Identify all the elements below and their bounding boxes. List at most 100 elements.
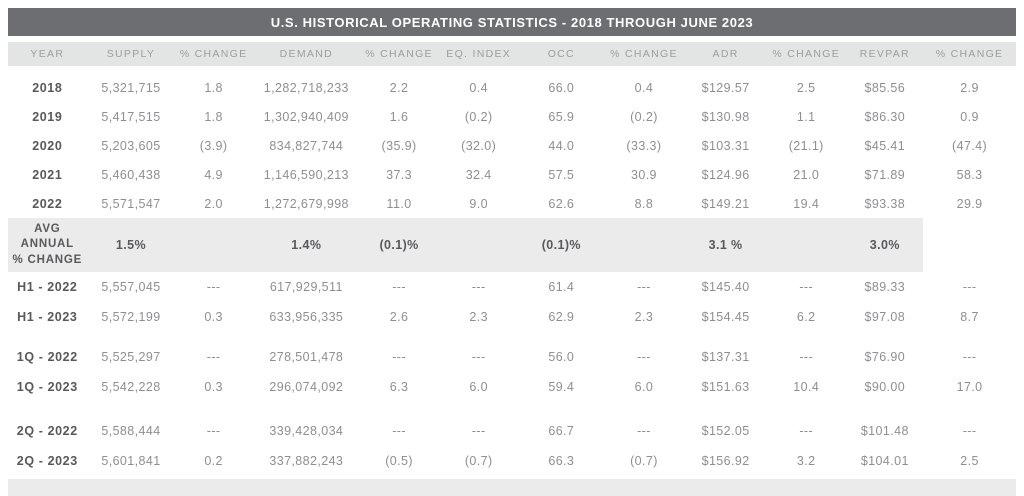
data-cell: 1,146,590,213	[263, 167, 349, 182]
data-cell: 2.2	[389, 80, 409, 95]
data-cell: 5,417,515	[101, 109, 161, 124]
data-cell: 19.4	[793, 196, 820, 211]
data-cell	[602, 218, 686, 272]
data-cell: 6.0	[634, 380, 654, 394]
footer-bar	[8, 479, 1016, 496]
row-label: 2018	[32, 80, 63, 95]
data-cell: (0.1)%	[520, 218, 603, 272]
data-cell: 6.3	[389, 380, 409, 394]
data-cell: ---	[962, 280, 977, 294]
data-cell: 8.8	[634, 196, 654, 211]
data-cell: 3.0%	[846, 218, 924, 272]
spacer-row	[8, 66, 1016, 73]
data-cell: 10.4	[793, 380, 820, 394]
data-cell: $152.05	[701, 424, 750, 438]
data-cell: 2.9	[960, 80, 979, 95]
data-cell: ---	[799, 424, 814, 438]
data-cell: 5,588,444	[101, 424, 161, 438]
data-cell: 59.4	[548, 380, 575, 394]
data-cell: 29.9	[956, 196, 983, 211]
data-cell: 0.3	[204, 310, 223, 324]
data-cell: 6.2	[796, 310, 816, 324]
table-row: AVG ANNUAL % CHANGE 1.5% 1.4% (0.1)% (0.1)% 3…	[8, 218, 1016, 272]
table-row: 2Q - 2022 5,588,444 --- 339,428,034 --- --- 66…	[8, 416, 1016, 446]
column-header-3: DEMAND	[251, 42, 361, 66]
table-row: 2021 5,460,438 4.9 1,146,590,213 37.3 32.4 57.…	[8, 160, 1016, 189]
data-cell: ---	[471, 280, 486, 294]
data-cell: ---	[637, 350, 651, 364]
data-cell: $93.38	[864, 196, 906, 211]
table-row: 2019 5,417,515 1.8 1,302,940,409 1.6 (0.2) 65.…	[8, 102, 1016, 131]
data-cell: 5,542,228	[101, 380, 161, 394]
data-cell: (32.0)	[461, 138, 497, 153]
data-cell: 633,956,335	[269, 310, 344, 324]
data-cell: 1.4%	[251, 218, 361, 272]
data-cell: 2.0	[204, 196, 223, 211]
table-row: 2018 5,321,715 1.8 1,282,718,233 2.2 0.4 66.0 0…	[8, 73, 1016, 102]
data-cell: 5,460,438	[101, 167, 161, 182]
data-cell: 1.8	[204, 80, 223, 95]
data-cell: 5,572,199	[101, 310, 161, 324]
table-row: 1Q - 2023 5,542,228 0.3 296,074,092 6.3 6.0 59…	[8, 372, 1016, 402]
data-cell: 3.2	[796, 454, 816, 468]
data-cell: 0.9	[960, 109, 979, 124]
data-cell: $85.56	[864, 80, 906, 95]
data-cell: 57.5	[548, 167, 575, 182]
column-header-11: % CHANGE	[923, 42, 1016, 66]
data-cell: 32.4	[465, 167, 492, 182]
data-cell: 1.8	[204, 109, 223, 124]
data-cell: 5,203,605	[101, 138, 161, 153]
data-cell: 1,272,679,998	[263, 196, 349, 211]
data-cell: 2.5	[960, 454, 979, 468]
spacer-row	[8, 402, 1016, 416]
data-cell: ---	[799, 350, 814, 364]
table-row: H1 - 2023 5,572,199 0.3 633,956,335 2.6 2.3 62…	[8, 302, 1016, 332]
data-cell: 21.0	[793, 167, 820, 182]
column-header-4: % CHANGE	[360, 42, 438, 66]
data-cell: 0.3	[204, 380, 223, 394]
data-cell: ---	[962, 424, 977, 438]
data-cell: $76.90	[864, 350, 906, 364]
data-cell: 2.5	[796, 80, 816, 95]
data-cell: $145.40	[701, 280, 750, 294]
column-header-9: % CHANGE	[765, 42, 847, 66]
data-cell: (0.2)	[630, 109, 658, 124]
data-cell: ---	[471, 424, 486, 438]
data-cell: $45.41	[864, 138, 906, 153]
data-cell: 9.0	[469, 196, 488, 211]
data-cell: 65.9	[548, 109, 575, 124]
data-cell: ---	[799, 280, 814, 294]
data-cell: $129.57	[701, 80, 750, 95]
data-cell: $151.63	[701, 380, 750, 394]
table-title-bar: U.S. HISTORICAL OPERATING STATISTICS - 2…	[8, 8, 1016, 36]
data-cell	[175, 218, 252, 272]
data-cell: ---	[206, 424, 221, 438]
data-cell: 834,827,744	[269, 138, 344, 153]
column-header-7: % CHANGE	[602, 42, 686, 66]
column-header-2: % CHANGE	[175, 42, 252, 66]
data-cell: $154.45	[701, 310, 750, 324]
data-cell: 66.7	[548, 424, 575, 438]
data-cell: $124.96	[701, 167, 750, 182]
data-cell: 5,557,045	[101, 280, 161, 294]
data-cell: 2.3	[634, 310, 654, 324]
data-cell: 6.0	[469, 380, 488, 394]
data-cell: $71.89	[864, 167, 906, 182]
row-label: 2Q - 2023	[16, 454, 78, 468]
table-row: 1Q - 2022 5,525,297 --- 278,501,478 --- --- 56…	[8, 342, 1016, 372]
data-cell: (33.3)	[626, 138, 662, 153]
data-cell: 5,601,841	[101, 454, 161, 468]
data-cell: ---	[392, 424, 406, 438]
data-cell: $97.08	[864, 310, 906, 324]
column-header-1: SUPPLY	[86, 42, 176, 66]
data-cell: 339,428,034	[269, 424, 344, 438]
spacer-row	[8, 332, 1016, 342]
data-cell: 5,525,297	[101, 350, 161, 364]
table-row: H1 - 2022 5,557,045 --- 617,929,511 --- --- 61…	[8, 272, 1016, 302]
data-cell: 8.7	[960, 310, 979, 324]
data-cell: 62.6	[548, 196, 575, 211]
data-cell: (21.1)	[788, 138, 824, 153]
data-cell: ---	[206, 280, 221, 294]
table-row: 2Q - 2023 5,601,841 0.2 337,882,243 (0.5) (0.…	[8, 446, 1016, 476]
data-cell: 58.3	[956, 167, 983, 182]
